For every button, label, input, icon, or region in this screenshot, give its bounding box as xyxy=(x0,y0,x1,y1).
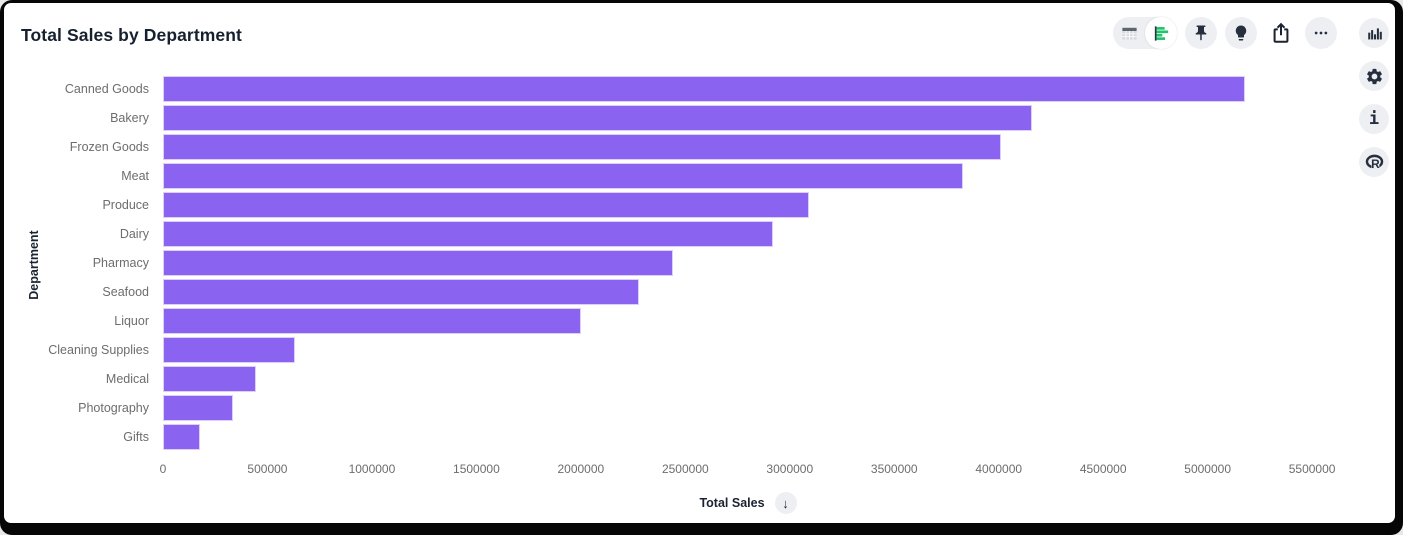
bar-chart-icon xyxy=(1152,24,1171,43)
category-label: Seafood xyxy=(102,285,149,300)
chart-view-button[interactable] xyxy=(1145,17,1177,49)
bar[interactable] xyxy=(163,308,581,335)
bar[interactable] xyxy=(163,424,200,451)
bar-chart: Canned Goods Bakery Frozen Goods Meat Produc… xyxy=(4,74,1333,452)
bar-track xyxy=(163,162,1333,189)
category-label: Frozen Goods xyxy=(69,139,149,154)
x-tick-label: 2000000 xyxy=(557,462,605,476)
x-axis-title-group: Total Sales ↓ xyxy=(163,492,1333,514)
chart-panel-button[interactable] xyxy=(1359,18,1389,48)
bar-row: Frozen Goods xyxy=(4,132,1333,161)
bar[interactable] xyxy=(163,395,233,422)
bar-track xyxy=(163,424,1333,451)
bar[interactable] xyxy=(163,220,774,247)
pin-icon xyxy=(1192,24,1210,42)
bar[interactable] xyxy=(163,366,256,393)
share-icon xyxy=(1270,22,1292,44)
x-tick-label: 1000000 xyxy=(348,462,396,476)
bar-row: Liquor xyxy=(4,307,1333,336)
bar-track xyxy=(163,191,1333,218)
category-label: Liquor xyxy=(114,314,149,329)
view-toggle xyxy=(1113,17,1177,49)
bar-row: Produce xyxy=(4,190,1333,219)
bar[interactable] xyxy=(163,104,1033,131)
category-label: Photography xyxy=(78,401,149,416)
bar[interactable] xyxy=(163,250,673,276)
bar-row: Bakery xyxy=(4,103,1333,132)
gear-icon xyxy=(1365,67,1384,86)
sort-descending-button[interactable]: ↓ xyxy=(774,492,797,514)
category-label: Produce xyxy=(102,197,149,212)
x-tick-label: 5000000 xyxy=(1184,462,1231,476)
r-logo-icon: R xyxy=(1364,152,1385,173)
x-axis-title: Total Sales xyxy=(699,496,765,510)
bar-track xyxy=(163,250,1333,276)
x-tick-label: 5500000 xyxy=(1288,462,1336,476)
chart-toolbar xyxy=(1113,17,1337,49)
bar-row: Medical xyxy=(4,365,1333,394)
pin-button[interactable] xyxy=(1185,17,1217,49)
bar-track xyxy=(163,395,1333,422)
arrow-down-icon: ↓ xyxy=(782,495,789,511)
bar[interactable] xyxy=(163,191,809,218)
bar-row: Pharmacy xyxy=(4,248,1333,277)
x-tick-label: 2500000 xyxy=(661,462,709,476)
insights-button[interactable] xyxy=(1225,17,1257,49)
table-view-button[interactable] xyxy=(1113,17,1145,49)
column-chart-icon xyxy=(1366,25,1383,42)
category-label: Cleaning Supplies xyxy=(48,343,149,358)
bar-track xyxy=(163,104,1333,131)
x-tick-label: 3000000 xyxy=(766,462,814,476)
bar[interactable] xyxy=(163,162,964,189)
export-button[interactable] xyxy=(1265,17,1297,49)
chart-title: Total Sales by Department xyxy=(21,25,242,45)
chart-card: Total Sales by Department xyxy=(4,3,1395,523)
bar-track xyxy=(163,279,1333,306)
r-code-button[interactable]: R xyxy=(1359,147,1389,177)
more-options-button[interactable] xyxy=(1305,17,1337,49)
category-label: Pharmacy xyxy=(92,256,149,270)
info-button[interactable]: i xyxy=(1359,104,1389,134)
right-sidebar: i R xyxy=(1359,18,1389,177)
bar[interactable] xyxy=(163,133,1001,160)
x-tick-label: 500000 xyxy=(247,462,288,476)
bar-row: Canned Goods xyxy=(4,74,1333,103)
lightbulb-icon xyxy=(1232,24,1250,42)
bar-row: Gifts xyxy=(4,423,1333,452)
x-tick-label: 0 xyxy=(159,462,167,476)
category-label: Meat xyxy=(121,168,149,183)
bar-row: Meat xyxy=(4,161,1333,190)
category-label: Dairy xyxy=(119,226,149,241)
x-tick-label: 1500000 xyxy=(453,462,500,476)
bar-row: Cleaning Supplies xyxy=(4,336,1333,365)
bar-track xyxy=(163,337,1333,364)
x-tick-label: 4000000 xyxy=(975,462,1023,476)
x-tick-label: 4500000 xyxy=(1079,462,1127,476)
settings-button[interactable] xyxy=(1359,61,1389,91)
bar[interactable] xyxy=(163,279,640,306)
category-label: Medical xyxy=(105,372,149,387)
bar-track xyxy=(163,133,1333,160)
table-icon xyxy=(1120,24,1139,43)
bar-row: Photography xyxy=(4,394,1333,423)
category-label: Canned Goods xyxy=(64,81,149,96)
bar-row: Dairy xyxy=(4,219,1333,248)
bar-track xyxy=(163,308,1333,335)
bar-track xyxy=(163,75,1333,102)
svg-text:R: R xyxy=(1371,156,1380,170)
info-icon: i xyxy=(1368,108,1380,129)
x-axis-ticks: 0 500000 1000000 1500000 2000000 2500000 30000… xyxy=(159,462,1336,478)
category-label: Gifts xyxy=(123,430,149,445)
x-tick-label: 3500000 xyxy=(870,462,918,476)
ellipsis-icon xyxy=(1312,24,1330,42)
bar-track xyxy=(163,366,1333,393)
bar-row: Seafood xyxy=(4,278,1333,307)
category-label: Bakery xyxy=(110,110,149,125)
bar-track xyxy=(163,220,1333,247)
bar[interactable] xyxy=(163,75,1246,102)
bar[interactable] xyxy=(163,337,295,364)
